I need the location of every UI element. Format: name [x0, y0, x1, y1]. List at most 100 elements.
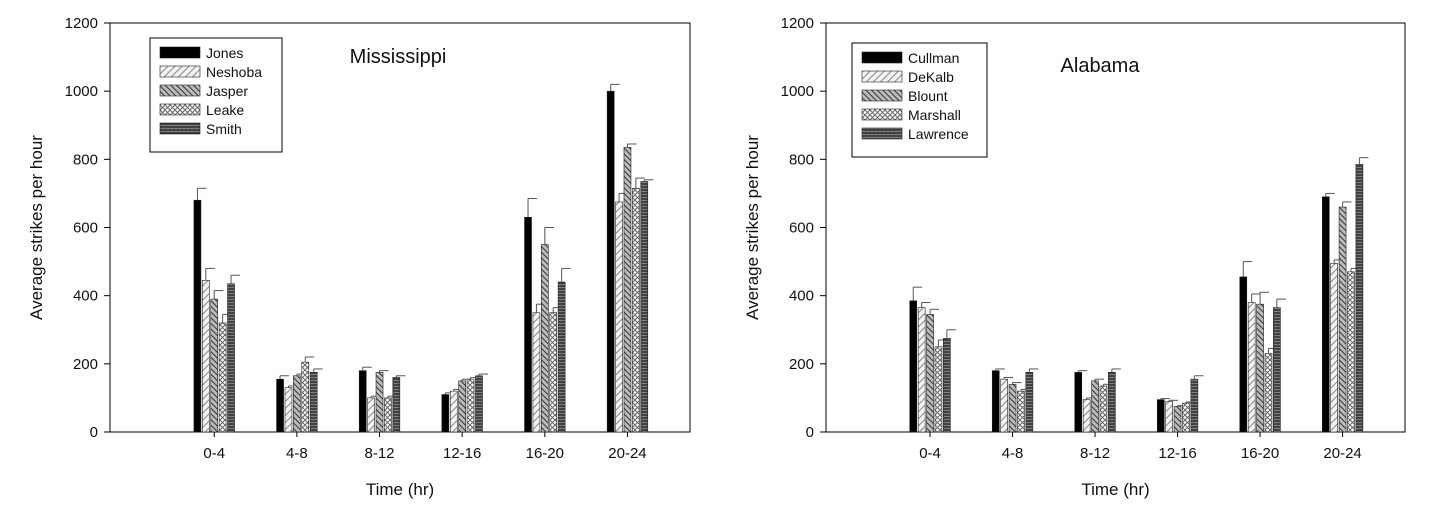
bar-jones-4-8 — [276, 378, 284, 433]
legend-swatch-lawrence — [861, 127, 903, 140]
bar-marshall-20-24 — [1347, 271, 1355, 433]
legend: Cullman DeKalb Blount Marshall Lawrence — [851, 42, 988, 158]
bar-leake-4-8 — [301, 361, 310, 433]
bar-cullman-0-4 — [909, 300, 918, 433]
bar-lawrence-8-12 — [1108, 372, 1116, 433]
legend-swatch-cullman — [861, 51, 903, 64]
legend-label-jasper: Jasper — [206, 83, 248, 99]
legend-label-neshoba: Neshoba — [206, 64, 262, 80]
legend-label-leake: Leake — [206, 102, 244, 118]
y-tick-label: 1200 — [65, 15, 98, 32]
x-tick-label: 16-20 — [526, 445, 564, 462]
legend-swatch-dekalb — [861, 70, 903, 83]
chart-panel-1: 0 200 400 600 800 1000 1200 0-4 4-8 8-12 12-16 16-2… — [27, 15, 691, 499]
bar-jones-20-24 — [606, 90, 615, 433]
bar-jasper-8-12 — [375, 372, 384, 433]
bar-leake-16-20 — [549, 312, 558, 433]
legend: Jones Neshoba Jasper Leake Smith — [149, 37, 283, 153]
bar-jasper-16-20 — [541, 244, 549, 433]
bar-jasper-4-8 — [293, 375, 301, 433]
legend-label-jones: Jones — [206, 45, 243, 61]
bar-dekalb-12-16 — [1165, 401, 1173, 433]
y-tick-label: 400 — [789, 288, 814, 305]
bar-neshoba-20-24 — [615, 201, 623, 433]
bar-blount-20-24 — [1338, 206, 1347, 433]
y-tick-label: 800 — [73, 151, 98, 168]
bar-leake-0-4 — [218, 322, 227, 433]
bar-jones-8-12 — [358, 370, 367, 433]
bar-dekalb-4-8 — [1000, 378, 1008, 433]
legend-swatch-blount — [861, 89, 903, 102]
bar-smith-0-4 — [227, 283, 235, 433]
bar-blount-4-8 — [1008, 383, 1017, 433]
bar-leake-20-24 — [632, 188, 640, 433]
bar-dekalb-20-24 — [1330, 262, 1338, 433]
legend-swatch-jasper — [159, 84, 201, 97]
x-tick-label: 20-24 — [608, 445, 646, 462]
bar-lawrence-20-24 — [1355, 164, 1364, 433]
legend-swatch-marshall — [861, 108, 903, 121]
bar-lawrence-16-20 — [1273, 307, 1281, 433]
y-tick-label: 200 — [789, 356, 814, 373]
bar-cullman-8-12 — [1074, 372, 1083, 433]
bar-blount-0-4 — [926, 314, 934, 433]
bar-jones-12-16 — [441, 394, 450, 433]
bar-dekalb-0-4 — [917, 307, 926, 433]
bar-cullman-16-20 — [1239, 276, 1248, 433]
bar-lawrence-12-16 — [1190, 378, 1199, 433]
y-tick-label: 1000 — [781, 83, 814, 100]
legend-swatch-leake — [159, 103, 201, 116]
x-axis-title: Time (hr) — [366, 480, 434, 499]
x-tick-label: 12-16 — [443, 445, 481, 462]
legend-swatch-neshoba — [159, 65, 201, 78]
y-tick-label: 1000 — [65, 83, 98, 100]
bar-marshall-4-8 — [1017, 390, 1025, 433]
legend-swatch-smith — [159, 122, 201, 135]
y-tick-label: 800 — [789, 151, 814, 168]
x-tick-label: 8-12 — [365, 445, 395, 462]
bar-blount-8-12 — [1091, 380, 1099, 433]
bar-smith-12-16 — [475, 375, 483, 433]
bar-leake-12-16 — [466, 378, 475, 433]
y-tick-label: 600 — [789, 220, 814, 237]
y-tick-label: 0 — [806, 424, 814, 441]
y-tick-label: 1200 — [781, 15, 814, 32]
bar-jones-16-20 — [524, 216, 532, 433]
bar-jasper-20-24 — [623, 147, 632, 433]
y-tick-label: 400 — [73, 288, 98, 305]
legend-label-marshall: Marshall — [908, 107, 961, 123]
bar-neshoba-8-12 — [367, 397, 375, 433]
bar-lawrence-0-4 — [943, 337, 951, 433]
x-axis-title: Time (hr) — [1081, 480, 1149, 499]
bar-smith-4-8 — [309, 372, 318, 433]
bar-smith-16-20 — [557, 281, 566, 433]
legend-label-smith: Smith — [206, 121, 242, 137]
bar-leake-8-12 — [384, 397, 392, 433]
chart-title: Mississippi — [350, 46, 447, 68]
x-tick-label: 4-8 — [1002, 445, 1024, 462]
y-tick-label: 600 — [73, 220, 98, 237]
bar-neshoba-16-20 — [532, 312, 541, 433]
bar-marshall-0-4 — [934, 346, 943, 433]
bar-cullman-12-16 — [1156, 399, 1165, 433]
x-tick-label: 12-16 — [1158, 445, 1196, 462]
bar-marshall-12-16 — [1182, 402, 1190, 433]
bar-jasper-0-4 — [210, 298, 219, 433]
legend-label-cullman: Cullman — [908, 50, 959, 66]
bar-cullman-20-24 — [1321, 196, 1330, 433]
x-tick-label: 4-8 — [286, 445, 308, 462]
y-axis-title: Average strikes per hour — [27, 135, 46, 320]
bar-dekalb-8-12 — [1082, 399, 1091, 433]
legend-swatch-jones — [159, 46, 201, 59]
bar-dekalb-16-20 — [1247, 302, 1256, 433]
y-tick-label: 0 — [90, 424, 98, 441]
chart-title: Alabama — [1061, 55, 1141, 77]
bar-smith-8-12 — [392, 377, 401, 433]
bar-blount-16-20 — [1256, 303, 1264, 433]
bar-jasper-12-16 — [458, 380, 466, 433]
legend-label-blount: Blount — [908, 88, 948, 104]
bar-smith-20-24 — [640, 181, 649, 433]
legend-label-dekalb: DeKalb — [908, 69, 954, 85]
